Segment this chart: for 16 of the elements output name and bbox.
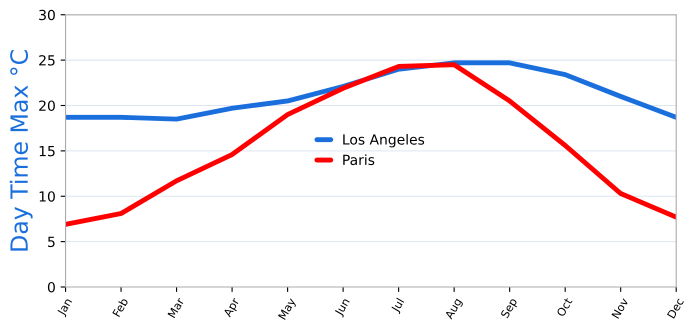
y-tick-label: 0 — [48, 282, 55, 292]
y-tick-label: 10 — [40, 191, 55, 202]
y-tick-label: 30 — [39, 10, 55, 20]
legend-label: Paris — [343, 154, 374, 166]
y-tick-label: 25 — [39, 55, 55, 66]
x-tick-label: Jul — [390, 298, 406, 314]
y-tick-label: 5 — [48, 236, 55, 248]
x-tick-label: Jan — [56, 298, 74, 318]
legend-label: Los Angeles — [343, 134, 424, 148]
x-tick-label: Feb — [112, 297, 128, 318]
line-series — [66, 62, 676, 227]
x-tick-label: Jun — [334, 298, 352, 318]
y-tick-label: 15 — [40, 146, 55, 156]
y-tick-label: 20 — [39, 100, 55, 111]
x-tick-label: Oct — [556, 297, 573, 318]
y-axis-title: Day Time Max °C — [10, 50, 33, 251]
